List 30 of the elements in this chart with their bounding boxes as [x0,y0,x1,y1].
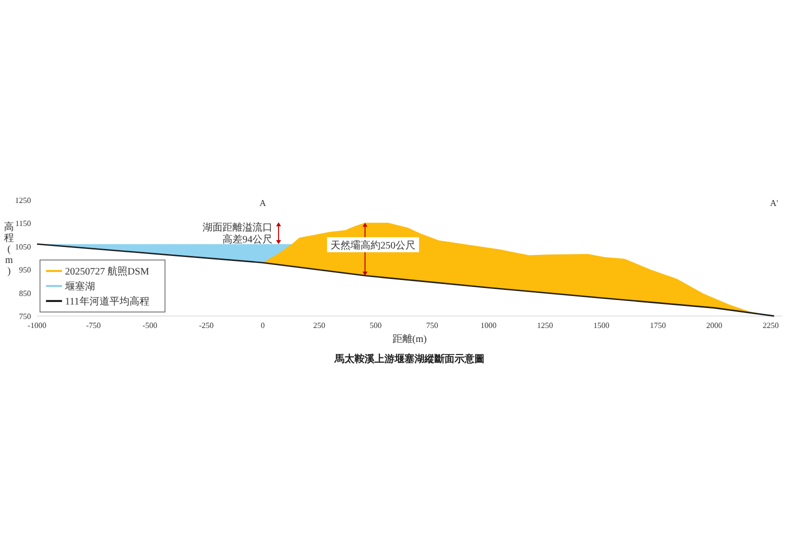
y-tick-label: 1150 [15,219,31,228]
x-tick-label: 1000 [480,321,497,330]
legend-label: 111年河道平均高程 [65,296,150,308]
legend-label: 堰塞湖 [64,280,95,292]
x-tick-label: -750 [86,321,101,330]
y-axis-title: 高程(m) [4,221,14,277]
y-tick-label: 1250 [15,196,31,205]
x-tick-label: 750 [426,321,438,330]
legend-label: 20250727 航照DSM [65,266,150,278]
x-tick-label: -500 [142,321,158,330]
y-tick-label: 750 [19,312,31,321]
annotation: 天然壩高約250公尺 [330,240,416,252]
x-tick-label: -1000 [28,321,46,330]
x-tick-label: 250 [313,321,326,330]
x-tick-label: 1750 [650,321,666,330]
x-tick-label: 1500 [593,321,610,330]
x-tick-label: 2000 [706,321,722,330]
y-tick-label: 950 [19,266,31,275]
x-tick-label: -250 [198,321,214,330]
x-axis-title: 距離(m) [392,333,427,345]
annotation: A [260,198,267,208]
x-tick-label: 500 [370,321,382,330]
x-tick-label: 1250 [536,321,553,330]
y-tick-label: 1050 [15,242,31,252]
y-tick-label: 850 [19,288,31,298]
text: 馬太鞍溪上游堰塞湖縱斷面示意圖 [334,353,484,365]
annotation: 湖面距離溢流口高差94公尺 [202,221,273,246]
x-tick-label: 0 [260,321,265,330]
x-tick-label: 2250 [762,321,779,330]
annotation: A' [770,198,779,208]
